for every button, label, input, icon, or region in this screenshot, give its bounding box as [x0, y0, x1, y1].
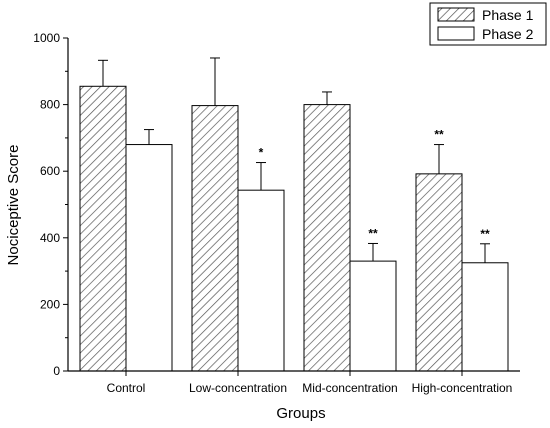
significance-mark-2-4: **: [480, 227, 490, 241]
legend-swatch-1: [437, 7, 475, 22]
y-tick-label-200: 200: [40, 297, 60, 311]
legend: Phase 1 Phase 2: [429, 2, 547, 46]
y-tick-label-600: 600: [40, 164, 60, 178]
significance-mark-1-4: **: [434, 128, 444, 142]
bar-1-2: [191, 105, 239, 372]
significance-mark-2-2: *: [259, 146, 264, 160]
bar-2-4: [461, 262, 509, 372]
bar-2-3: [349, 260, 397, 372]
significance-mark-2-3: **: [368, 226, 378, 240]
legend-swatch-2: [437, 26, 475, 41]
x-tick-label-1: Control: [107, 381, 146, 395]
y-axis-label: Nociceptive Score: [5, 145, 22, 266]
y-tick-label-1000: 1000: [33, 31, 60, 45]
bar-2-2: [237, 189, 285, 372]
bar-1-4: [415, 173, 463, 372]
bar-1-3: [303, 104, 351, 372]
legend-label-1: Phase 1: [482, 7, 534, 23]
bar-2-1: [125, 144, 173, 372]
x-tick-label-4: High-concentration: [412, 381, 513, 395]
y-tick-label-800: 800: [40, 98, 60, 112]
y-tick-label-400: 400: [40, 231, 60, 245]
x-tick-label-3: Mid-concentration: [302, 381, 397, 395]
x-axis-label: Groups: [276, 405, 325, 422]
legend-label-2: Phase 2: [482, 26, 534, 42]
x-tick-label-2: Low-concentration: [189, 381, 287, 395]
y-tick-label-0: 0: [53, 364, 60, 378]
bar-1-1: [79, 85, 127, 372]
